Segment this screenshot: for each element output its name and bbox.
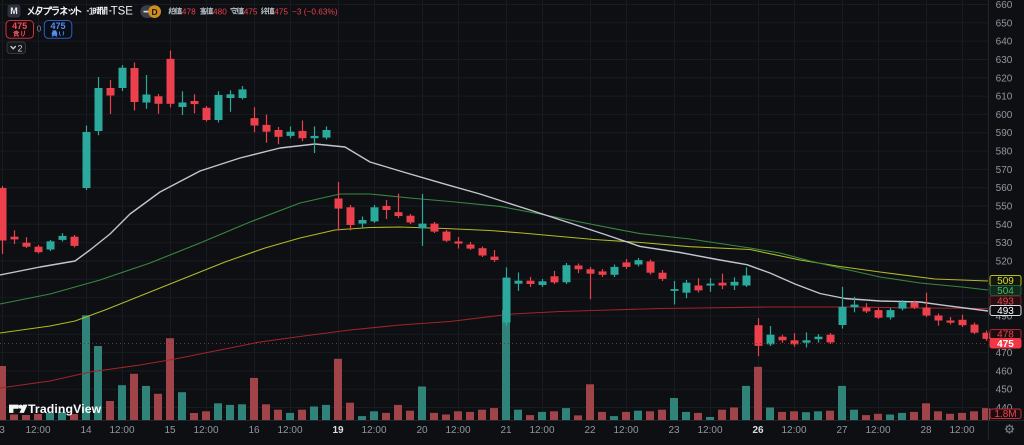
svg-text:660: 660 — [996, 0, 1013, 11]
svg-text:475: 475 — [274, 6, 288, 16]
svg-text:2: 2 — [17, 43, 22, 53]
svg-text:509: 509 — [997, 276, 1014, 287]
svg-text:26: 26 — [752, 425, 764, 436]
svg-text:490: 490 — [996, 311, 1013, 322]
svg-text:1: 1 — [88, 5, 94, 17]
svg-text:12:00: 12:00 — [277, 425, 302, 436]
svg-text:TSE: TSE — [111, 6, 134, 18]
svg-text:D: D — [152, 7, 158, 17]
svg-text:15: 15 — [164, 425, 176, 436]
svg-text:610: 610 — [996, 92, 1013, 103]
svg-text:590: 590 — [996, 128, 1013, 139]
svg-text:12:00: 12:00 — [193, 425, 218, 436]
svg-text:475: 475 — [244, 6, 258, 16]
svg-text:20: 20 — [416, 425, 428, 436]
svg-text:28: 28 — [920, 425, 932, 436]
svg-text:12:00: 12:00 — [445, 425, 470, 436]
svg-text:493: 493 — [997, 297, 1014, 308]
svg-text:14: 14 — [80, 425, 92, 436]
svg-text:16: 16 — [248, 425, 260, 436]
svg-text:504: 504 — [997, 286, 1014, 297]
svg-text:480: 480 — [213, 6, 227, 16]
svg-text:12:00: 12:00 — [949, 425, 974, 436]
svg-text:19: 19 — [332, 425, 344, 436]
svg-text:−3 (−0.63%): −3 (−0.63%) — [292, 6, 338, 16]
svg-text:23: 23 — [668, 425, 680, 436]
svg-text:630: 630 — [996, 55, 1013, 66]
svg-text:475: 475 — [50, 21, 65, 31]
svg-text:530: 530 — [996, 238, 1013, 249]
svg-text:12:00: 12:00 — [529, 425, 554, 436]
svg-text:TradingView: TradingView — [28, 402, 102, 416]
svg-text:12:00: 12:00 — [697, 425, 722, 436]
svg-text:M: M — [10, 6, 18, 16]
svg-text:475: 475 — [12, 21, 27, 31]
svg-text:12:00: 12:00 — [781, 425, 806, 436]
svg-text:12:00: 12:00 — [25, 425, 50, 436]
svg-text:580: 580 — [996, 147, 1013, 158]
svg-text:12:00: 12:00 — [361, 425, 386, 436]
svg-text:450: 450 — [996, 385, 1013, 396]
svg-text:12:00: 12:00 — [865, 425, 890, 436]
svg-text:620: 620 — [996, 73, 1013, 84]
svg-text:493: 493 — [997, 306, 1014, 317]
svg-text:560: 560 — [996, 183, 1013, 194]
svg-text:650: 650 — [996, 18, 1013, 29]
svg-text:21: 21 — [500, 425, 512, 436]
svg-text:478: 478 — [997, 330, 1014, 341]
svg-text:12:00: 12:00 — [109, 425, 134, 436]
svg-text:1.8M: 1.8M — [994, 409, 1016, 420]
svg-text:470: 470 — [996, 348, 1013, 359]
svg-text:3: 3 — [0, 425, 5, 436]
svg-text:27: 27 — [836, 425, 848, 436]
svg-text:478: 478 — [182, 6, 196, 16]
svg-text:520: 520 — [996, 257, 1013, 268]
svg-text:570: 570 — [996, 165, 1013, 176]
svg-text:460: 460 — [996, 366, 1013, 377]
svg-text:22: 22 — [584, 425, 596, 436]
svg-text:550: 550 — [996, 202, 1013, 213]
svg-text:0: 0 — [37, 25, 42, 34]
svg-text:475: 475 — [997, 339, 1014, 350]
svg-text:600: 600 — [996, 110, 1013, 121]
svg-text:12:00: 12:00 — [613, 425, 638, 436]
svg-text:540: 540 — [996, 220, 1013, 231]
svg-text:640: 640 — [996, 37, 1013, 48]
